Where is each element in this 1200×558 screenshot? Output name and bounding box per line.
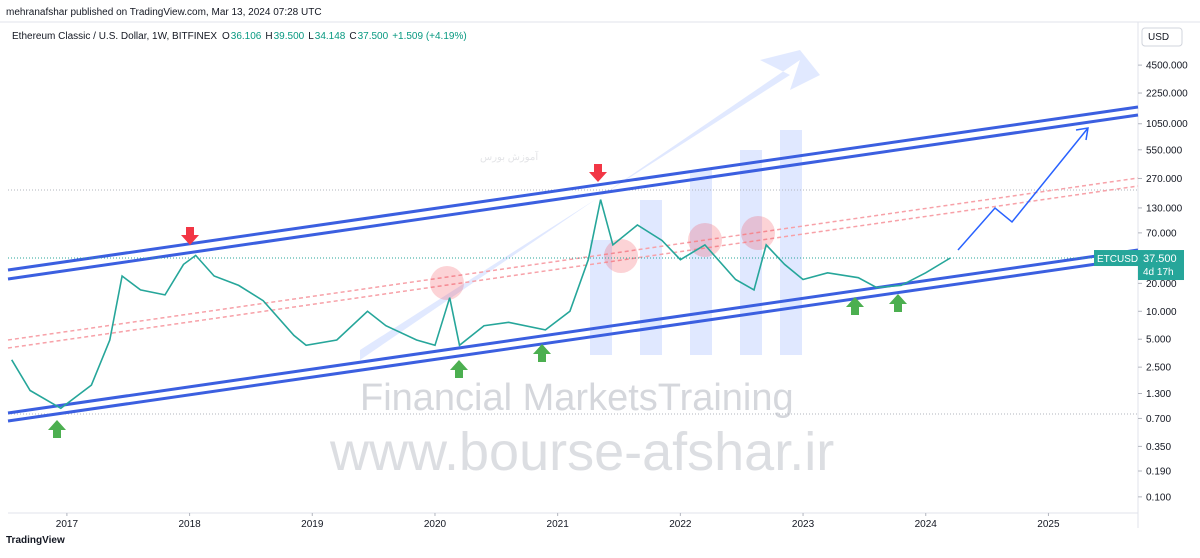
y-tick-label: 70.000 <box>1146 228 1177 239</box>
ohlc: O 36.106 H 39.500 L 34.148 C 37.500 +1.509 (+4.1… <box>222 31 467 42</box>
ohlc-value: 36.106 <box>231 31 262 42</box>
watermark-site: www.bourse-afshar.ir <box>329 422 834 482</box>
y-tick-label: 0.100 <box>1146 492 1171 503</box>
highlight-circles <box>430 216 775 300</box>
y-tick-label: 2.500 <box>1146 363 1171 374</box>
y-tick-label: 4500.000 <box>1146 61 1188 72</box>
y-tick-label: 2250.000 <box>1146 89 1188 100</box>
x-tick-label: 2025 <box>1037 519 1060 530</box>
x-tick-label: 2020 <box>424 519 447 530</box>
last-price-box <box>1138 250 1184 281</box>
plot <box>11 199 951 410</box>
y-tick-label: 270.000 <box>1146 174 1183 185</box>
ohlc-label: L <box>308 31 314 42</box>
watermark-persian: آموزش بورس <box>480 150 539 163</box>
x-tick-label: 2017 <box>56 519 79 530</box>
y-tick-label: 550.000 <box>1146 145 1183 156</box>
ohlc-value: 37.500 <box>358 31 389 42</box>
currency: USD <box>1148 32 1169 43</box>
sell-arrows <box>181 164 607 245</box>
projection <box>957 127 1089 251</box>
y-tick-label: 0.190 <box>1146 466 1171 477</box>
x-tick-label: 2019 <box>301 519 324 530</box>
x-tick-label: 2021 <box>547 519 570 530</box>
x-tick-label: 2018 <box>178 519 201 530</box>
last-price-tag <box>1094 250 1138 267</box>
change: +1.509 (+4.19%) <box>392 31 467 42</box>
price-line <box>11 199 951 410</box>
published: mehranafshar published on TradingView.co… <box>6 7 322 18</box>
ohlc-label: H <box>265 31 272 42</box>
mid-channel <box>7 177 1139 349</box>
y-tick-label: 5.000 <box>1146 335 1171 346</box>
y-tick-label: 0.350 <box>1146 442 1171 453</box>
y-tick-label: 1050.000 <box>1146 119 1188 130</box>
x-tick-label: 2023 <box>792 519 815 530</box>
y-tick-label: 0.700 <box>1146 414 1171 425</box>
footer-brand: TradingView <box>6 535 65 546</box>
y-tick-label: 20.000 <box>1146 279 1177 290</box>
channel <box>7 105 1139 423</box>
symbol: Ethereum Classic / U.S. Dollar, 1W, BITF… <box>12 31 217 42</box>
ohlc-value: 39.500 <box>274 31 305 42</box>
countdown: 4d 17h <box>1143 267 1174 278</box>
ohlc-label: O <box>222 31 230 42</box>
last-price-value: 37.500 <box>1143 253 1177 265</box>
y-tick-label: 130.000 <box>1146 203 1183 214</box>
x-tick-label: 2022 <box>669 519 692 530</box>
ohlc-label: C <box>349 31 356 42</box>
currency-box[interactable] <box>1141 27 1183 47</box>
last-price-name: ETCUSD <box>1097 254 1138 265</box>
watermark-training: Financial MarketsTraining <box>360 377 794 419</box>
y-tick-label: 1.300 <box>1146 389 1171 400</box>
ohlc-value: 34.148 <box>315 31 346 42</box>
y-tick-label: 10.000 <box>1146 307 1177 318</box>
buy-arrows <box>48 294 907 438</box>
x-tick-label: 2024 <box>915 519 938 530</box>
